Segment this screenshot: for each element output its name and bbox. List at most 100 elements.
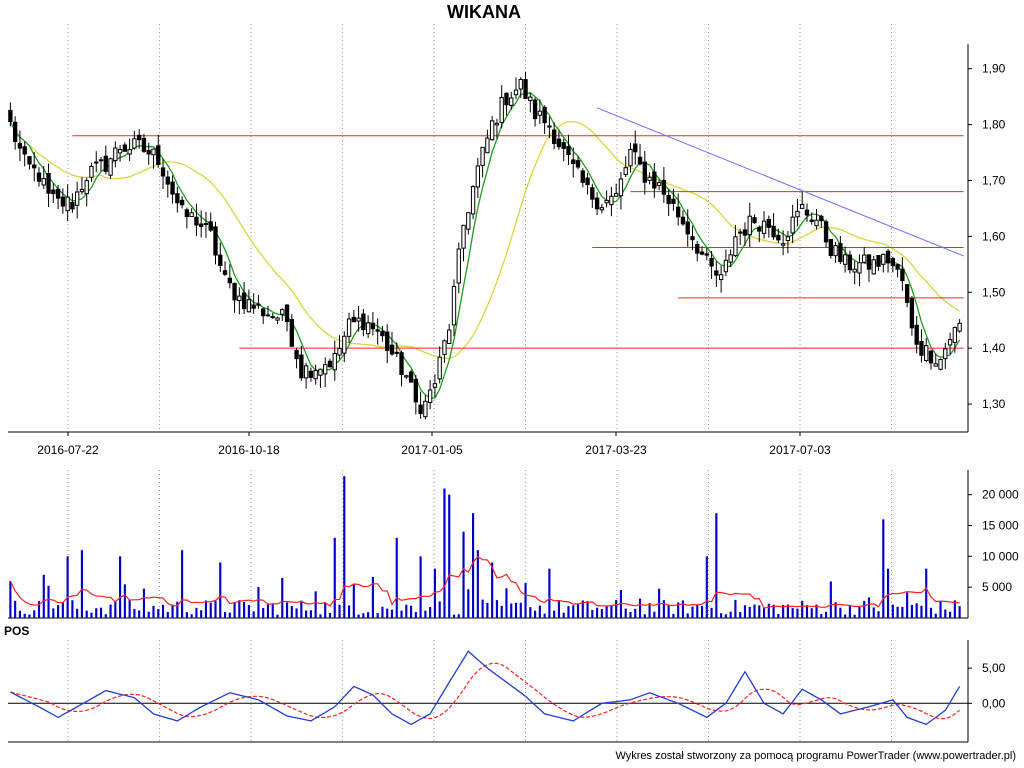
candle-body xyxy=(656,182,662,186)
volume-bar xyxy=(443,488,446,618)
candle-body xyxy=(900,268,905,282)
candle-body xyxy=(108,158,113,176)
candle-body xyxy=(447,329,452,344)
volume-bar xyxy=(896,606,899,618)
volume-bar xyxy=(510,603,513,618)
x-tick-label: 2017-03-23 xyxy=(585,443,647,457)
volume-bar xyxy=(409,605,413,618)
volume-bar xyxy=(281,577,284,618)
volume-bar xyxy=(557,600,561,618)
candle-body xyxy=(113,147,118,161)
candle-body xyxy=(528,96,533,102)
volume-bar xyxy=(710,607,713,618)
candle-body xyxy=(408,371,414,383)
volume-bar xyxy=(901,606,904,618)
candle-body xyxy=(704,253,709,256)
volume-bar xyxy=(858,606,861,618)
candle-body xyxy=(881,253,886,265)
volume-bar xyxy=(195,607,198,618)
volume-bar xyxy=(328,613,332,618)
volume-bar xyxy=(476,550,479,618)
candle-body xyxy=(890,257,896,267)
candle-body xyxy=(199,223,204,227)
candle-body xyxy=(695,244,700,254)
volume-bar xyxy=(290,605,293,618)
volume-bar xyxy=(662,600,665,618)
volume-bar xyxy=(524,583,527,618)
volume-bar xyxy=(472,513,475,618)
candle-body xyxy=(432,383,438,388)
candle-body xyxy=(60,196,66,207)
candle-body xyxy=(504,92,509,106)
price-y-tick-label: 1,70 xyxy=(982,173,1006,187)
volume-bar xyxy=(228,612,231,618)
volume-bar xyxy=(491,562,494,618)
volume-bar xyxy=(66,556,69,618)
candle-body xyxy=(470,186,476,215)
volume-bar xyxy=(944,609,947,618)
candle-body xyxy=(466,212,471,230)
footer-credit: Wykres został stworzony za pomocą progra… xyxy=(615,750,1016,762)
candle-body xyxy=(752,217,757,224)
volume-bar xyxy=(95,608,98,618)
candle-body xyxy=(671,198,676,204)
candle-body xyxy=(337,348,342,356)
volume-bar xyxy=(405,604,408,618)
pos-oscillator-line xyxy=(10,650,961,726)
volume-bar xyxy=(543,613,546,618)
volume-bar xyxy=(672,613,675,618)
trend-line xyxy=(596,107,964,257)
price-y-tick-label: 1,60 xyxy=(982,229,1006,243)
candle-body xyxy=(614,193,619,197)
volume-bar xyxy=(467,589,470,618)
candle-body xyxy=(55,188,61,199)
candle-body xyxy=(642,161,647,183)
candle-body xyxy=(661,179,667,195)
candle-body xyxy=(385,331,390,351)
pos-y-tick-label: 0,00 xyxy=(982,696,1006,710)
candle-body xyxy=(833,245,838,257)
candle-body xyxy=(456,248,461,284)
candle-body xyxy=(637,156,643,165)
volume-bar xyxy=(147,611,150,618)
volume-bar xyxy=(667,605,670,618)
candle-body xyxy=(442,340,447,355)
volume-bar xyxy=(324,602,327,618)
volume-bar xyxy=(42,574,45,618)
volume-bar xyxy=(85,610,88,618)
candle-body xyxy=(84,180,89,195)
candle-body xyxy=(494,122,500,126)
volume-bar xyxy=(886,568,890,618)
candle-body xyxy=(747,215,752,236)
volume-bar xyxy=(844,614,847,618)
volume-bar xyxy=(853,614,856,618)
volume-bar xyxy=(705,556,708,618)
candle-body xyxy=(323,364,328,375)
candle-body xyxy=(427,389,433,404)
volume-bar xyxy=(810,608,813,618)
candle-body xyxy=(327,360,333,368)
candle-body xyxy=(947,339,953,346)
candle-body xyxy=(509,97,514,106)
ma-slow-line xyxy=(9,120,960,360)
candle-body xyxy=(952,327,958,343)
candle-body xyxy=(218,254,223,266)
candle-body xyxy=(141,137,147,152)
candle-body xyxy=(590,187,595,200)
volume-bar xyxy=(920,605,923,618)
volume-bar xyxy=(949,611,952,618)
volume-bar xyxy=(958,606,961,618)
candle-body xyxy=(451,286,457,326)
volume-bar xyxy=(548,568,551,618)
volume-bar xyxy=(562,612,565,618)
candle-body xyxy=(823,221,829,243)
candle-body xyxy=(685,221,690,235)
volume-bar xyxy=(33,610,36,618)
candle-body xyxy=(89,165,94,178)
volume-bar xyxy=(786,604,789,618)
volume-bar xyxy=(805,605,809,618)
candle-body xyxy=(790,216,795,234)
candle-body xyxy=(375,329,380,332)
volume-bar xyxy=(343,476,346,618)
